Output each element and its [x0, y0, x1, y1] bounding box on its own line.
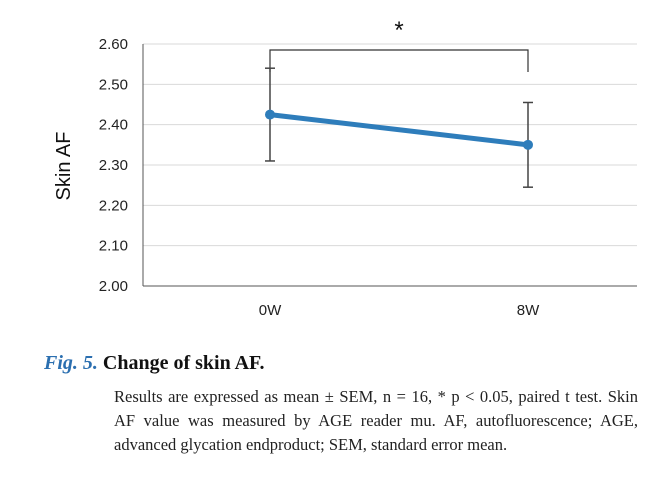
figure-caption: Fig. 5. Change of skin AF. Results are e…	[44, 352, 638, 457]
y-tick-label: 2.00	[99, 278, 128, 295]
series-line-path	[267, 112, 531, 148]
caption-body: Results are expressed as mean ± SEM, n =…	[114, 387, 638, 454]
data-point	[265, 109, 275, 120]
y-tick-label: 2.50	[99, 76, 128, 93]
gridlines	[143, 43, 637, 247]
y-tick-label: 2.60	[99, 36, 128, 53]
y-tick-label: 2.10	[99, 238, 128, 255]
y-tick-label: 2.30	[99, 157, 128, 174]
x-tick-label: 0W	[259, 302, 282, 319]
significance-marker: *	[394, 17, 403, 44]
y-axis-label: Skin AF	[53, 132, 75, 201]
figure-title: Change of skin AF.	[102, 352, 265, 374]
y-tick-label: 2.20	[99, 197, 128, 214]
caption-title-row: Fig. 5. Change of skin AF.	[44, 352, 638, 375]
bracket-line	[269, 49, 529, 72]
x-tick-label: 8W	[517, 302, 540, 319]
y-tick-label: 2.40	[99, 117, 128, 134]
significance-bracket: *	[269, 17, 529, 72]
x-tick-labels: 0W 8W	[259, 302, 540, 319]
line-chart: 2.00 2.10 2.20 2.30 2.40 2.50 2.60 0W 8W Skin A…	[53, 17, 637, 319]
data-point	[523, 139, 533, 150]
y-tick-labels: 2.00 2.10 2.20 2.30 2.40 2.50 2.60	[99, 36, 128, 295]
series-line	[265, 109, 533, 150]
figure-label: Fig. 5.	[44, 352, 98, 374]
